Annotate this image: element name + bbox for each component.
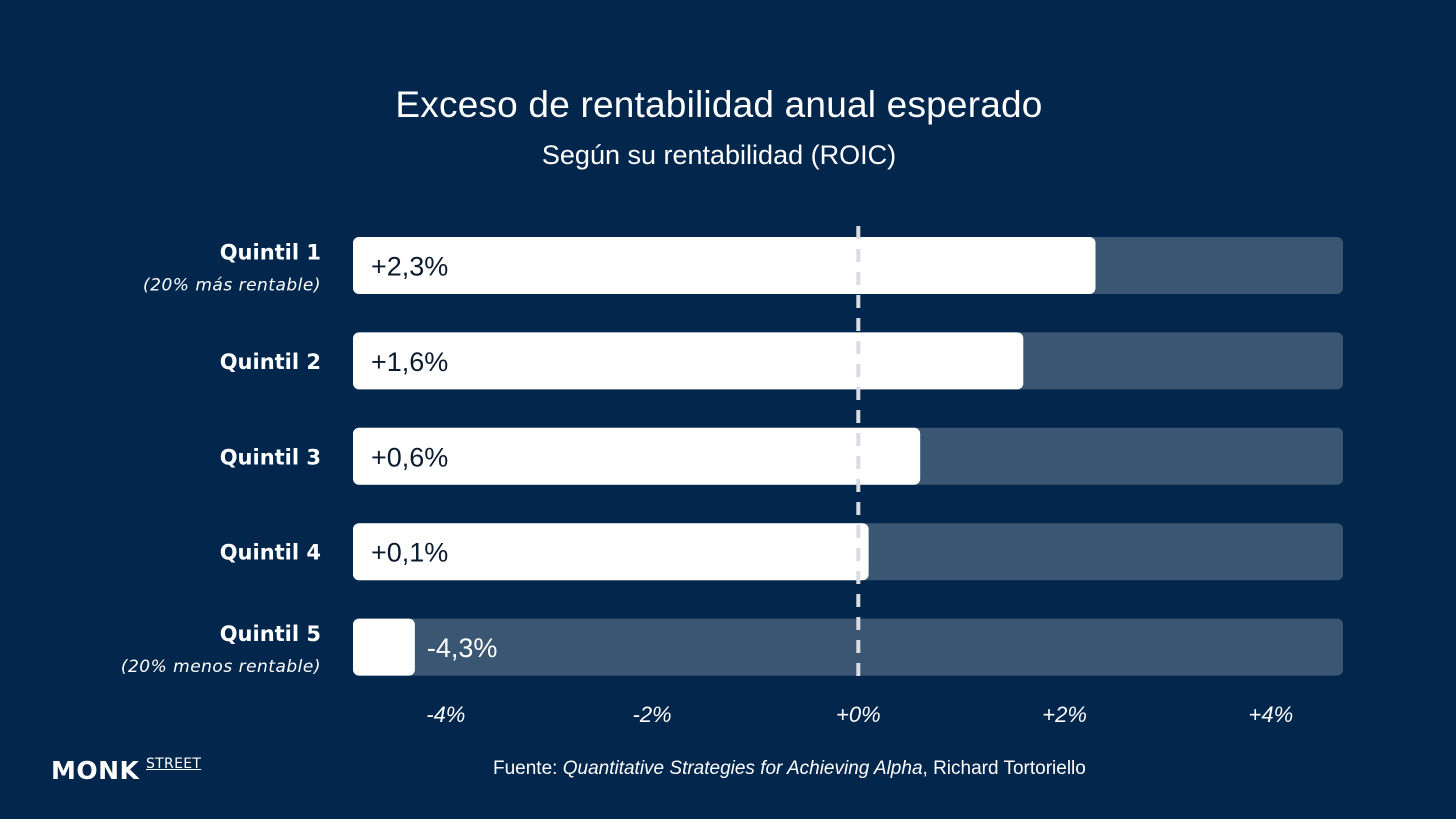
value-label: +0,6% (371, 442, 448, 472)
chart-subtitle: Según su rentabilidad (ROIC) (541, 140, 897, 170)
category-label: Quintil 3 (220, 445, 321, 469)
chart-title: Exceso de rentabilidad anual esperado (395, 84, 1043, 125)
source-note: Fuente: Quantitative Strategies for Achi… (493, 758, 1086, 780)
value-label: +1,6% (371, 347, 448, 377)
tick-label: +2% (1042, 702, 1087, 727)
bar (353, 332, 1024, 390)
x-axis-ticks: -4% -2% +0% +2% +4% (426, 702, 1293, 727)
tick-label: -2% (633, 702, 672, 727)
value-label: +2,3% (371, 252, 448, 282)
bar (353, 237, 1096, 294)
category-labels: Quintil 1 (20% más rentable) Quintil 2 Quin… (121, 241, 321, 678)
bar (353, 618, 415, 676)
source-suffix: , Richard Tortoriello (922, 758, 1086, 779)
bar (353, 523, 869, 581)
value-label: +0,1% (371, 538, 448, 568)
category-label: Quintil 1 (220, 241, 321, 265)
logo-sup-text: STREET (146, 756, 202, 772)
category-label: Quintil 2 (220, 350, 321, 374)
category-label: Quintil 5 (220, 622, 321, 646)
source-book-title: Quantitative Strategies for Achieving Al… (562, 758, 923, 779)
tick-label: +4% (1248, 702, 1293, 727)
category-note: (20% menos rentable) (121, 657, 321, 677)
logo-main-text: MONK (51, 756, 140, 785)
bar-track (353, 618, 1343, 676)
value-labels: +2,3% +1,6% +0,6% +0,1% -4,3% (371, 252, 497, 664)
tick-label: +0% (836, 702, 881, 727)
category-note: (20% más rentable) (143, 276, 321, 296)
monkstreet-logo: MONK STREET (51, 756, 201, 785)
value-label: -4,3% (427, 633, 498, 663)
bar (353, 427, 921, 485)
bars (353, 237, 1096, 676)
source-prefix: Fuente: (493, 758, 563, 779)
tick-label: -4% (426, 702, 465, 727)
category-label: Quintil 4 (220, 541, 321, 565)
